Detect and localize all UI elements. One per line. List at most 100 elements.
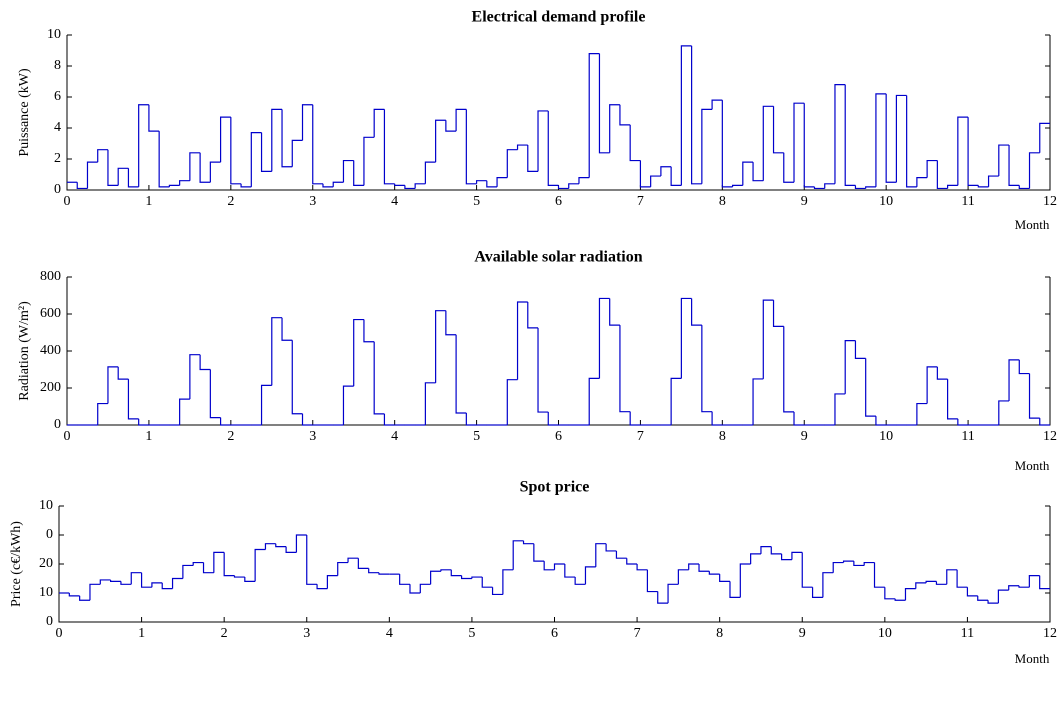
step-segment xyxy=(750,553,761,564)
step-segment xyxy=(609,104,620,153)
y-tick-label: 0 xyxy=(46,614,53,629)
step-segment xyxy=(285,546,297,553)
step-segment xyxy=(527,301,539,329)
x-tick-label: 5 xyxy=(473,429,480,444)
step-segment xyxy=(721,100,733,188)
step-segment xyxy=(120,581,132,585)
y-tick-label: 10 xyxy=(47,27,61,42)
step-segment xyxy=(854,340,866,359)
step-segment xyxy=(998,144,1010,177)
step-segment xyxy=(281,109,293,168)
step-segment xyxy=(337,561,349,576)
step-segment xyxy=(832,561,844,573)
x-tick-label: 7 xyxy=(637,194,644,209)
step-segment xyxy=(271,108,283,172)
step-segment xyxy=(670,377,682,425)
step-segment xyxy=(455,108,467,132)
chart-title: Available solar radiation xyxy=(474,249,642,266)
x-tick-label: 11 xyxy=(961,429,974,444)
step-segment xyxy=(588,377,600,425)
x-tick-label: 9 xyxy=(799,626,806,641)
step-segment xyxy=(760,546,772,554)
step-segment xyxy=(936,160,948,190)
step-segment xyxy=(148,104,160,132)
step-segment xyxy=(342,385,354,425)
step-segment xyxy=(568,183,579,189)
step-segment xyxy=(609,298,620,326)
step-segment xyxy=(260,132,272,172)
step-segment xyxy=(179,180,190,186)
step-segment xyxy=(873,562,885,588)
x-tick-label: 6 xyxy=(555,194,562,209)
step-segment xyxy=(219,417,231,426)
step-segment xyxy=(813,186,825,190)
step-segment xyxy=(209,369,221,419)
step-segment xyxy=(811,587,823,598)
step-segment xyxy=(629,124,641,162)
step-segment xyxy=(295,534,307,553)
step-segment xyxy=(342,159,354,183)
x-tick-label: 3 xyxy=(309,429,316,444)
step-segment xyxy=(947,184,958,189)
x-tick-label: 0 xyxy=(64,429,71,444)
step-segment xyxy=(791,551,803,560)
step-segment xyxy=(455,334,467,414)
y-axis-label: Price (c€/kWh) xyxy=(9,521,24,607)
step-segment xyxy=(842,560,854,563)
step-segment xyxy=(199,152,211,183)
step-segment xyxy=(326,575,338,589)
step-segment xyxy=(97,149,108,163)
step-segment xyxy=(151,582,163,588)
y-tick-label: 0 xyxy=(54,182,61,197)
step-segment xyxy=(537,110,549,172)
x-tick-label: 0 xyxy=(64,194,71,209)
step-segment xyxy=(460,575,472,580)
step-segment xyxy=(731,184,743,187)
step-segment xyxy=(729,581,741,598)
step-segment xyxy=(925,580,937,583)
step-segment xyxy=(168,184,180,187)
x-tick-label: 5 xyxy=(468,626,475,641)
step-segment xyxy=(680,297,692,379)
step-segment xyxy=(394,183,405,186)
step-segment xyxy=(605,543,617,552)
step-segment xyxy=(533,543,545,562)
step-segment xyxy=(772,300,784,327)
step-segment xyxy=(646,569,658,593)
step-segment xyxy=(977,595,989,601)
step-segment xyxy=(834,84,846,184)
step-segment xyxy=(691,298,702,326)
step-segment xyxy=(68,593,80,597)
step-segment xyxy=(865,358,876,417)
step-segment xyxy=(1039,418,1050,426)
x-tick-label: 12 xyxy=(1043,626,1057,641)
step-segment xyxy=(419,583,431,593)
step-segment xyxy=(363,136,375,186)
y-tick-label: 600 xyxy=(40,306,61,321)
x-tick-label: 7 xyxy=(634,626,641,641)
x-tick-label: 2 xyxy=(227,429,234,444)
step-segment xyxy=(76,182,88,190)
step-segment xyxy=(935,581,947,585)
step-segment xyxy=(213,551,225,573)
step-segment xyxy=(957,418,969,426)
step-segment xyxy=(254,548,266,582)
step-segment xyxy=(793,102,805,183)
step-segment xyxy=(127,168,139,188)
step-segment xyxy=(491,587,503,596)
step-segment xyxy=(189,354,201,400)
x-tick-label: 9 xyxy=(801,429,808,444)
step-segment xyxy=(885,93,897,183)
step-segment xyxy=(127,379,139,420)
y-tick-label: 400 xyxy=(40,343,61,358)
step-segment xyxy=(486,180,498,188)
step-segment xyxy=(783,152,795,183)
step-segment xyxy=(430,570,441,585)
step-segment xyxy=(301,413,313,426)
step-segment xyxy=(353,318,364,387)
step-segment xyxy=(677,569,689,585)
step-segment xyxy=(86,161,98,189)
step-segment xyxy=(522,540,534,545)
step-segment xyxy=(997,589,1009,604)
step-segment xyxy=(107,366,119,404)
